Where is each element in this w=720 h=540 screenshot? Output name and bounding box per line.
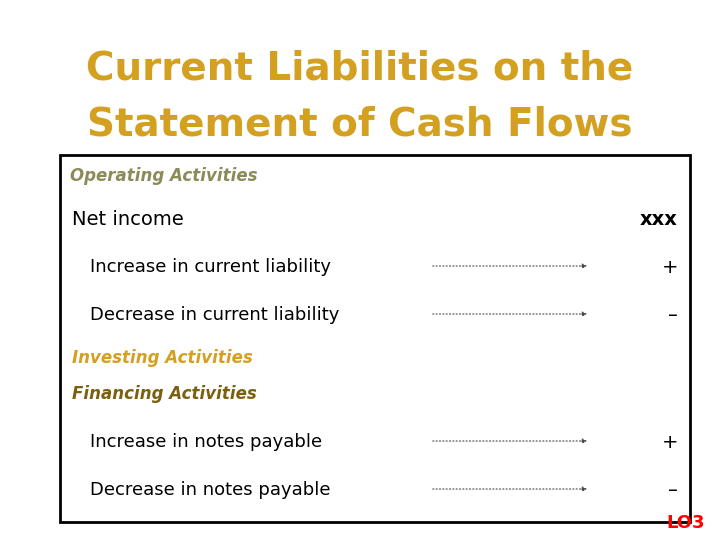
Text: Current Liabilities on the: Current Liabilities on the (86, 50, 634, 88)
Text: xxx: xxx (640, 210, 678, 229)
Text: –: – (668, 481, 678, 500)
Text: Decrease in notes payable: Decrease in notes payable (90, 481, 330, 499)
Text: +: + (662, 258, 678, 277)
Text: Statement of Cash Flows: Statement of Cash Flows (87, 105, 633, 143)
Text: Investing Activities: Investing Activities (72, 349, 253, 367)
Text: LO3: LO3 (667, 514, 705, 532)
Text: Operating Activities: Operating Activities (70, 167, 258, 185)
Text: Financing Activities: Financing Activities (72, 385, 257, 403)
Text: Increase in notes payable: Increase in notes payable (90, 433, 322, 451)
Bar (60, 155, 690, 522)
Text: +: + (662, 433, 678, 452)
Text: Increase in current liability: Increase in current liability (90, 258, 331, 276)
Text: –: – (668, 306, 678, 325)
Text: Net income: Net income (72, 210, 184, 229)
Text: Decrease in current liability: Decrease in current liability (90, 306, 339, 324)
